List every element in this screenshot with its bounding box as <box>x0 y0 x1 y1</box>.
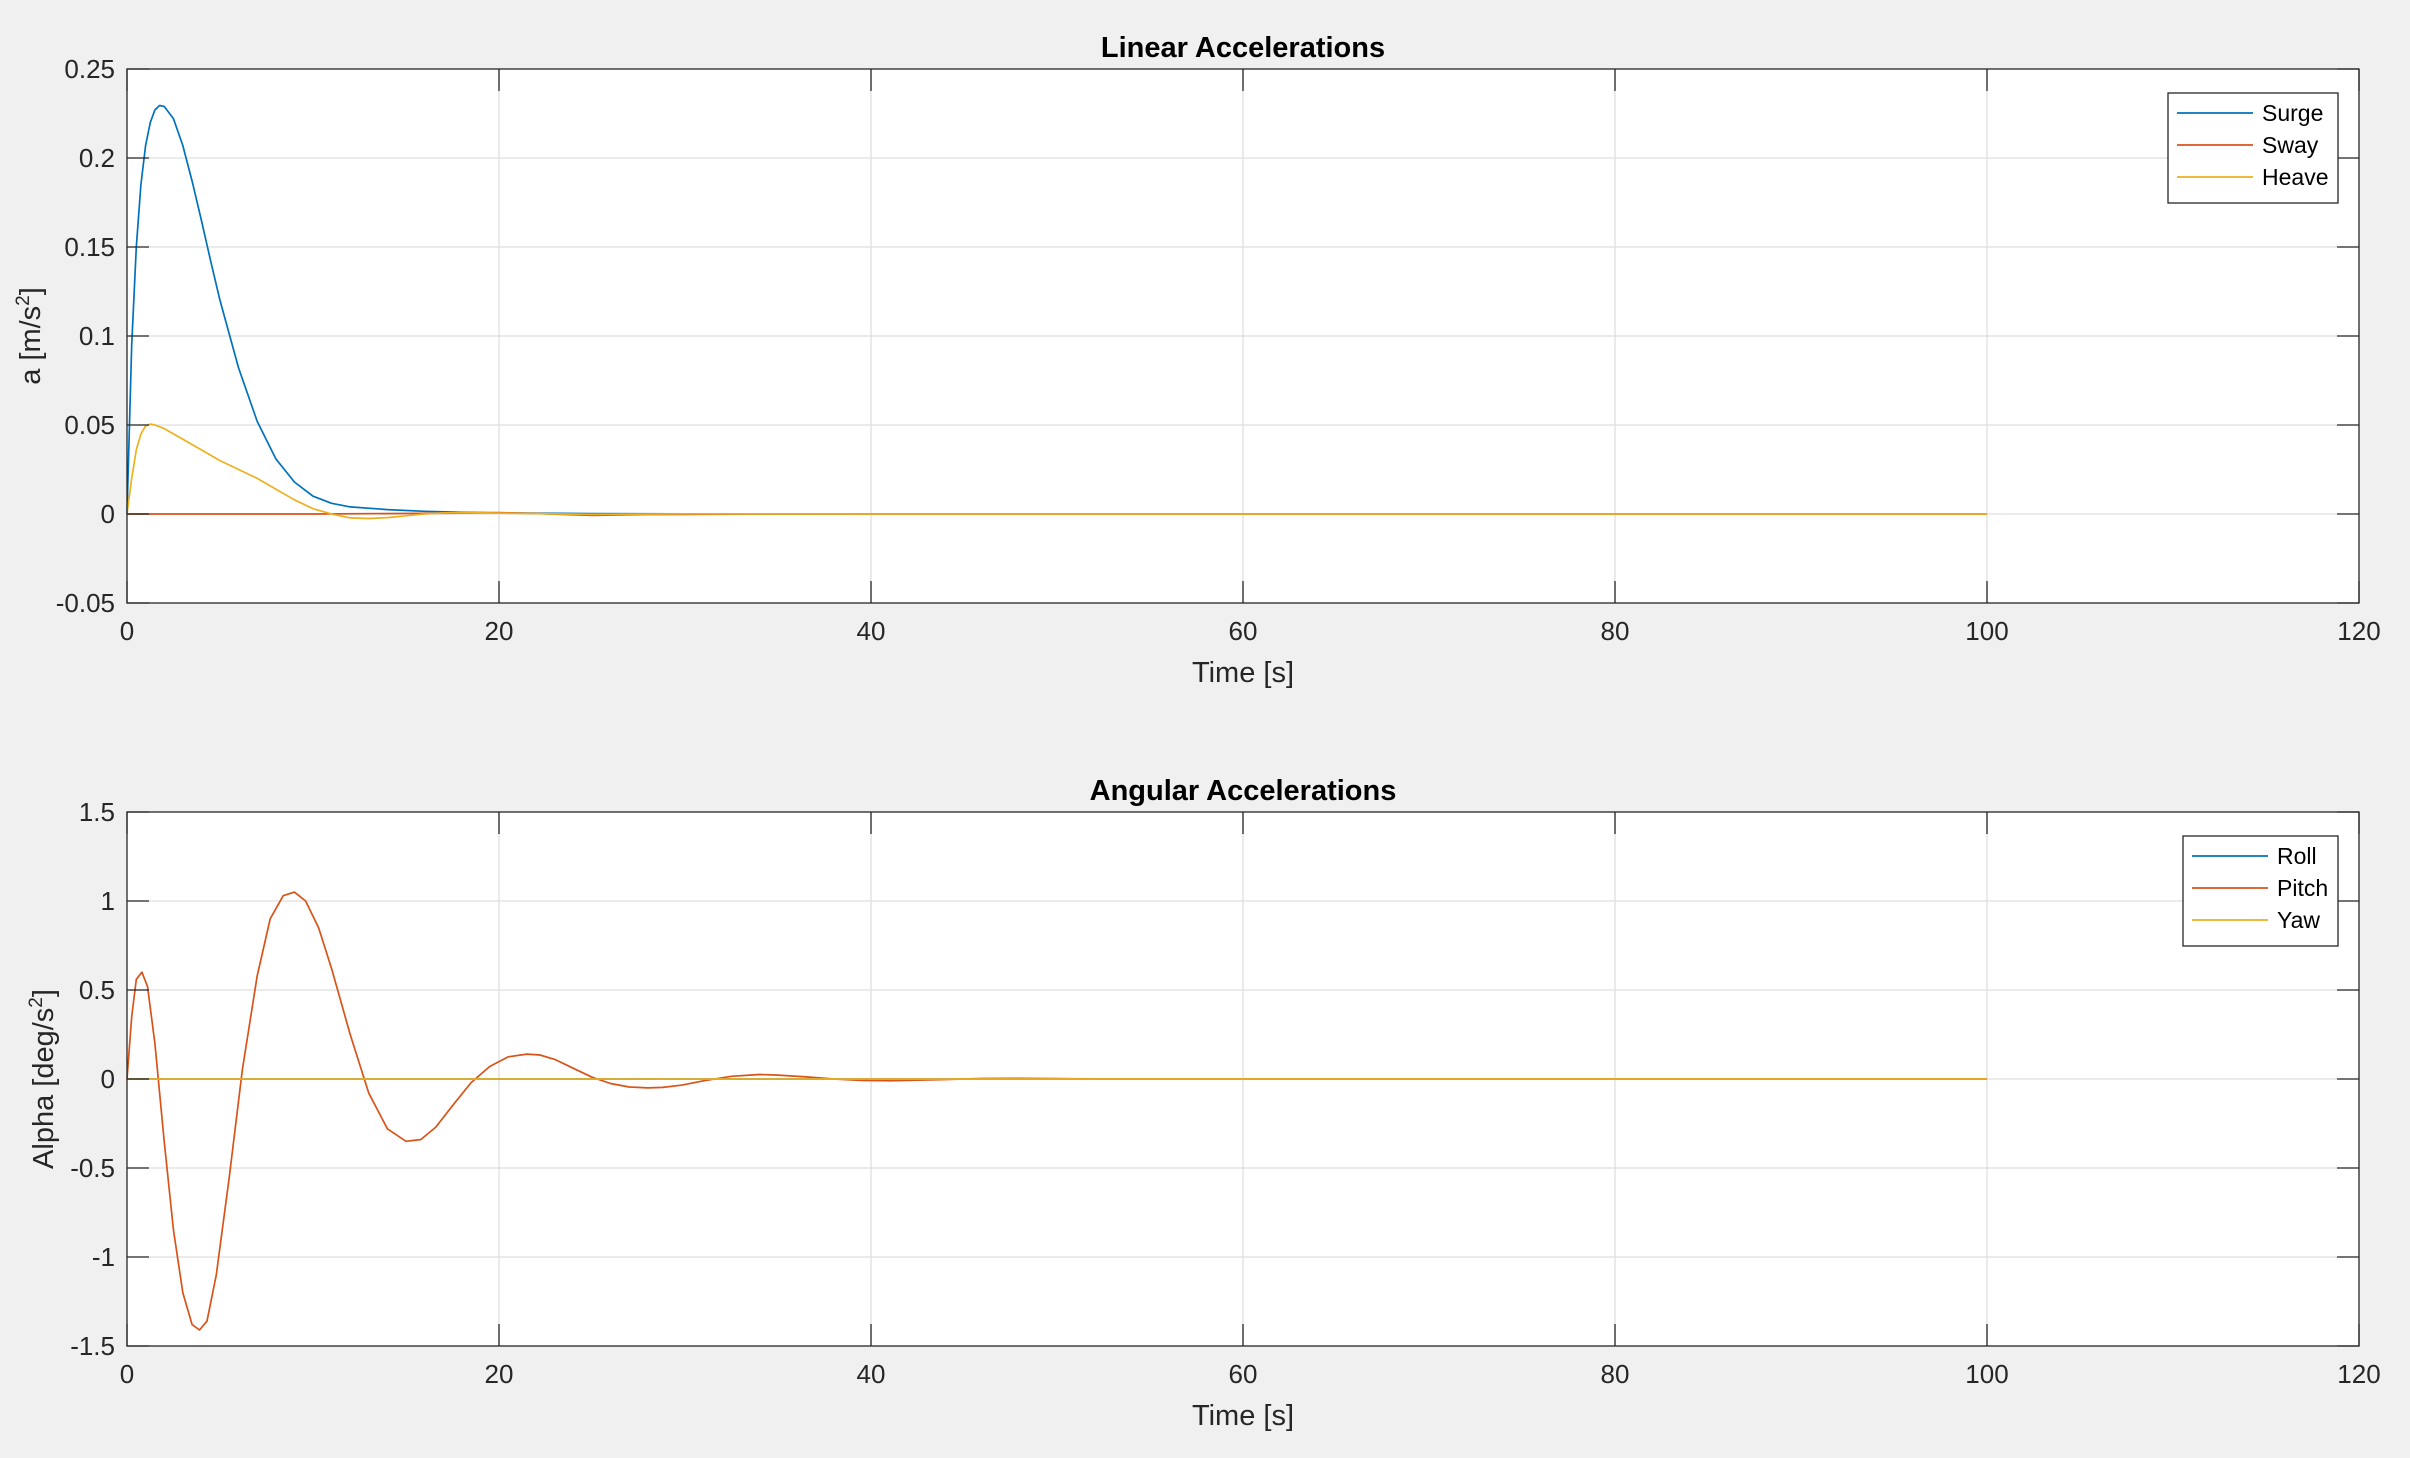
x-tick-label: 100 <box>1965 616 2008 646</box>
y-tick-label: -1.5 <box>70 1331 115 1361</box>
y-tick-label: 0.25 <box>64 54 115 84</box>
y-axis-label-close: ] <box>15 287 47 295</box>
y-tick-label: -1 <box>92 1242 115 1272</box>
x-tick-label: 60 <box>1229 616 1258 646</box>
x-tick-label: 20 <box>485 1359 514 1389</box>
y-tick-label: 0.5 <box>79 975 115 1005</box>
series-line-heave <box>126 423 1987 520</box>
y-axis-label-superscript: 2 <box>13 295 34 306</box>
y-tick-label: 0.1 <box>79 321 115 351</box>
angular-accelerations-plot: 0 20 40 60 80 100 120 -1.5 -1 -0.5 0 0.5 1 1.5 Angula… <box>26 775 2381 1432</box>
y-axis-label-superscript: 2 <box>26 997 47 1008</box>
tick-marks <box>126 68 2360 604</box>
legend-label-yaw: Yaw <box>2277 907 2320 933</box>
x-tick-label: 40 <box>857 1359 886 1389</box>
y-tick-label: 0 <box>101 499 115 529</box>
tick-labels: 0 20 40 60 80 100 120 -1.5 -1 -0.5 0 0.5 1 1.5 <box>70 797 2381 1389</box>
x-tick-label: 20 <box>485 616 514 646</box>
x-tick-label: 120 <box>2337 1359 2380 1389</box>
y-tick-label: -0.05 <box>56 588 115 618</box>
y-axis-label: a [m/s2] <box>13 287 47 385</box>
tick-marks <box>126 811 2360 1347</box>
x-tick-label: 80 <box>1601 616 1630 646</box>
legend-box <box>2167 92 2339 204</box>
legend-label-roll: Roll <box>2277 843 2317 869</box>
x-tick-label: 0 <box>120 1359 134 1389</box>
x-tick-label: 0 <box>120 616 134 646</box>
x-tick-label: 100 <box>1965 1359 2008 1389</box>
chart-title: Linear Accelerations <box>1101 32 1385 64</box>
legend-label-surge: Surge <box>2262 100 2323 126</box>
x-tick-label: 80 <box>1601 1359 1630 1389</box>
y-axis-label-close: ] <box>28 989 60 997</box>
legend-label-sway: Sway <box>2262 132 2319 158</box>
legend-label-pitch: Pitch <box>2277 875 2328 901</box>
legend-box <box>2182 835 2339 947</box>
legend: Roll Pitch Yaw <box>2182 835 2339 947</box>
y-tick-label: 0.05 <box>64 410 115 440</box>
y-tick-label: 0.15 <box>64 232 115 262</box>
y-tick-label: 1.5 <box>79 797 115 827</box>
y-tick-label: 1 <box>101 886 115 916</box>
y-axis-label-main: Alpha [deg/s <box>28 1008 60 1169</box>
y-axis-label-main: a [m/s <box>15 306 47 385</box>
y-tick-label: 0.2 <box>79 143 115 173</box>
y-tick-label: -0.5 <box>70 1153 115 1183</box>
series-lines <box>126 104 1987 520</box>
x-tick-label: 120 <box>2337 616 2380 646</box>
x-axis-label: Time [s] <box>1192 1400 1294 1432</box>
legend: Surge Sway Heave <box>2167 92 2339 204</box>
y-tick-label: 0 <box>101 1064 115 1094</box>
x-tick-label: 60 <box>1229 1359 1258 1389</box>
legend-label-heave: Heave <box>2262 164 2328 190</box>
series-lines <box>126 891 1987 1331</box>
linear-accelerations-plot: 0 20 40 60 80 100 120-0.0500.050.10.150.20.25 … <box>13 32 2381 689</box>
x-axis-label: Time [s] <box>1192 657 1294 689</box>
x-tick-label: 40 <box>857 616 886 646</box>
y-axis-label: Alpha [deg/s2] <box>26 989 60 1169</box>
chart-title: Angular Accelerations <box>1090 775 1397 807</box>
